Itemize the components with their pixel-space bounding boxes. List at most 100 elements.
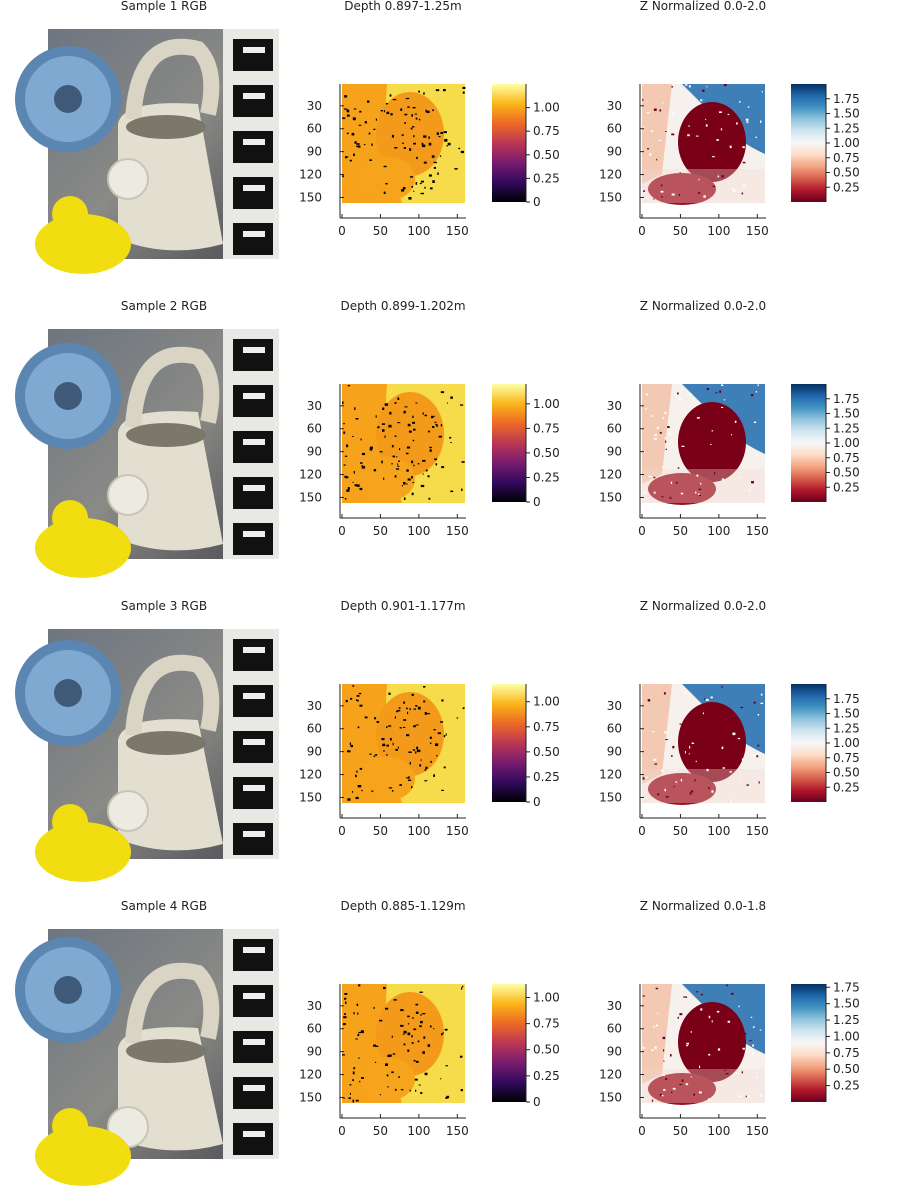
depth-invalid-pixel	[413, 464, 415, 467]
depth-invalid-pixel	[361, 789, 363, 792]
depth-invalid-pixel	[346, 114, 350, 117]
z-noise-pixel	[704, 698, 706, 700]
depth-invalid-pixel	[407, 711, 409, 715]
z-y-tick-label: 30	[607, 399, 622, 413]
depth-invalid-pixel	[394, 435, 397, 437]
depth-colorbar	[492, 84, 526, 202]
z-y-tick-label: 150	[599, 190, 622, 204]
depth-invalid-pixel	[445, 733, 447, 736]
z-noise-pixel	[700, 482, 702, 485]
depth-invalid-pixel	[427, 1044, 431, 1047]
z-noise-pixel	[653, 198, 655, 200]
depth-invalid-pixel	[388, 1054, 392, 1057]
z-dark-can-region	[678, 402, 746, 482]
z-noise-pixel	[739, 435, 742, 438]
depth-invalid-pixel	[403, 1030, 407, 1034]
depth-invalid-pixel	[432, 109, 434, 112]
z-noise-pixel	[721, 746, 724, 749]
depth-invalid-pixel	[411, 1035, 413, 1038]
depth-invalid-pixel	[344, 993, 348, 995]
depth-invalid-pixel	[423, 700, 426, 703]
z-noise-pixel	[756, 755, 759, 758]
z-noise-pixel	[701, 433, 704, 436]
depth-invalid-pixel	[440, 424, 443, 427]
depth-invalid-pixel	[373, 755, 376, 758]
z-noise-pixel	[708, 1015, 711, 1019]
rgb-marker-tile	[233, 1123, 273, 1155]
z-noise-pixel	[711, 1020, 713, 1023]
z-bottom-haze	[642, 769, 765, 803]
z-noise-pixel	[702, 89, 705, 92]
z-noise-pixel	[718, 765, 722, 768]
z-noise-pixel	[659, 1094, 662, 1097]
depth-y-tick-label: 90	[307, 745, 322, 759]
depth-x-tick-label: 100	[407, 1124, 430, 1138]
depth-invalid-pixel	[417, 1040, 420, 1043]
depth-invalid-pixel	[349, 1084, 352, 1086]
depth-invalid-pixel	[391, 463, 393, 465]
depth-x-tick-label: 50	[373, 824, 388, 838]
depth-invalid-pixel	[403, 482, 406, 485]
rgb-can-body	[118, 103, 223, 251]
z-colorbar-tick-label: 0.50	[833, 466, 860, 480]
depth-lower-region	[359, 157, 415, 201]
depth-invalid-pixel	[399, 448, 401, 451]
depth-invalid-pixel	[443, 766, 446, 769]
depth-invalid-pixel	[388, 725, 392, 727]
depth-invalid-pixel	[415, 1003, 419, 1006]
z-noise-pixel	[739, 100, 741, 103]
depth-invalid-pixel	[398, 1076, 400, 1078]
z-noise-pixel	[643, 491, 647, 494]
z-noise-pixel	[731, 188, 734, 190]
depth-invalid-pixel	[375, 118, 377, 121]
depth-invalid-pixel	[383, 165, 387, 168]
z-colorbar-tick-label: 1.25	[833, 721, 860, 735]
z-noise-pixel	[721, 384, 724, 386]
rgb-can-spout	[107, 158, 149, 200]
depth-invalid-pixel	[411, 114, 413, 117]
rgb-can-opening	[126, 731, 206, 755]
depth-invalid-pixel	[386, 744, 389, 747]
depth-invalid-pixel	[355, 699, 358, 701]
depth-invalid-pixel	[406, 446, 411, 449]
depth-invalid-pixel	[389, 94, 392, 97]
z-colorbar	[791, 684, 826, 802]
depth-invalid-pixel	[343, 431, 346, 434]
depth-invalid-pixel	[441, 1033, 443, 1036]
z-noise-pixel	[721, 685, 723, 688]
depth-invalid-pixel	[346, 132, 349, 135]
depth-x-tick-label: 50	[373, 524, 388, 538]
z-noise-pixel	[684, 702, 686, 704]
z-x-tick-label: 100	[707, 224, 730, 238]
depth-invalid-pixel	[409, 148, 412, 151]
z-noise-pixel	[746, 784, 749, 786]
z-noise-pixel	[667, 426, 670, 428]
depth-invalid-pixel	[385, 183, 388, 185]
depth-invalid-pixel	[343, 108, 348, 110]
z-y-tick-label: 90	[607, 445, 622, 459]
z-bottom-haze	[642, 169, 765, 203]
depth-invalid-pixel	[433, 161, 437, 164]
z-noise-pixel	[708, 1053, 711, 1056]
z-noise-pixel	[727, 140, 730, 143]
depth-invalid-pixel	[352, 685, 355, 687]
rgb-marker-tile	[233, 639, 273, 671]
z-noise-pixel	[741, 1071, 743, 1074]
depth-invalid-pixel	[397, 746, 399, 749]
depth-invalid-pixel	[350, 697, 353, 700]
depth-invalid-pixel	[413, 708, 416, 710]
z-x-tick-label: 0	[638, 224, 646, 238]
z-noise-pixel	[749, 1040, 752, 1042]
rgb-marker-tile	[233, 39, 273, 71]
z-noise-pixel	[715, 1039, 718, 1042]
depth-invalid-pixel	[419, 991, 423, 993]
z-noise-pixel	[719, 390, 722, 393]
depth-invalid-pixel	[397, 397, 400, 400]
depth-invalid-pixel	[359, 487, 363, 491]
depth-invalid-pixel	[403, 497, 406, 500]
z-noise-pixel	[699, 1065, 701, 1068]
z-noise-pixel	[742, 184, 746, 186]
depth-invalid-pixel	[435, 423, 438, 426]
z-noise-pixel	[746, 121, 749, 123]
depth-invalid-pixel	[395, 748, 398, 751]
